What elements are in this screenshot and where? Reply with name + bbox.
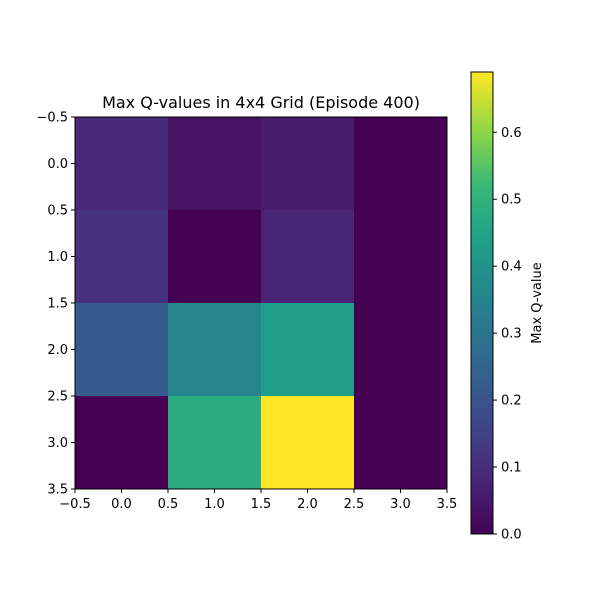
colorbar-frame [470,71,494,535]
y-tick-label: 0.5 [47,204,68,219]
colorbar-ticks: 0.0 0.1 0.2 0.3 0.4 0.5 0.6 [493,126,522,543]
heatmap-cell [75,117,168,210]
colorbar-tick-label: 0.4 [501,260,522,275]
y-tick-label: 3.5 [47,483,68,498]
colorbar-gradient [471,72,493,534]
x-tick-label: 0.5 [158,497,179,512]
y-tick-label: 0.0 [47,157,68,172]
chart-title: Max Q-values in 4x4 Grid (Episode 400) [102,93,420,112]
x-tick-label: 0.0 [111,497,132,512]
heatmap-cell [168,117,261,210]
y-tick-label: 2.0 [47,343,68,358]
x-axis: −0.5 0.0 0.5 1.0 1.5 2.0 2.5 3.0 3.5 [59,489,457,512]
y-tick-label: 1.0 [47,250,68,265]
heatmap-cell [261,210,354,303]
heatmap-cell [261,117,354,210]
heatmap-cell [168,210,261,303]
heatmap-cell [354,303,447,396]
x-tick-label: 1.0 [204,497,225,512]
x-tick-label: −0.5 [59,497,91,512]
heatmap-cell [354,396,447,489]
heatmap-cell [75,210,168,303]
colorbar-tick-label: 0.6 [501,126,522,141]
colorbar-tick-label: 0.2 [501,394,522,409]
x-tick-label: 1.5 [251,497,272,512]
heatmap-cell [75,303,168,396]
colorbar-tick-label: 0.0 [501,528,522,543]
y-axis: −0.5 0.0 0.5 1.0 1.5 2.0 2.5 3.0 3.5 [36,111,75,498]
colorbar: 0.0 0.1 0.2 0.3 0.4 0.5 0.6 Max Q-value [470,71,545,543]
y-tick-label: −0.5 [36,111,68,126]
heatmap-cell [261,396,354,489]
x-tick-label: 3.5 [437,497,458,512]
colorbar-tick-label: 0.3 [501,327,522,342]
colorbar-tick-label: 0.1 [501,461,522,476]
heatmap-cell [75,396,168,489]
heatmap-cell [354,117,447,210]
x-tick-label: 3.0 [390,497,411,512]
x-tick-label: 2.5 [344,497,365,512]
x-tick-label: 2.0 [297,497,318,512]
y-tick-label: 1.5 [47,297,68,312]
colorbar-label: Max Q-value [530,262,545,343]
y-tick-label: 3.0 [47,436,68,451]
heatmap-cell [168,303,261,396]
y-tick-label: 2.5 [47,390,68,405]
heatmap-cell [168,396,261,489]
heatmap-cells [75,117,447,489]
heatmap-cell [354,210,447,303]
heatmap-cell [261,303,354,396]
colorbar-tick-label: 0.5 [501,193,522,208]
